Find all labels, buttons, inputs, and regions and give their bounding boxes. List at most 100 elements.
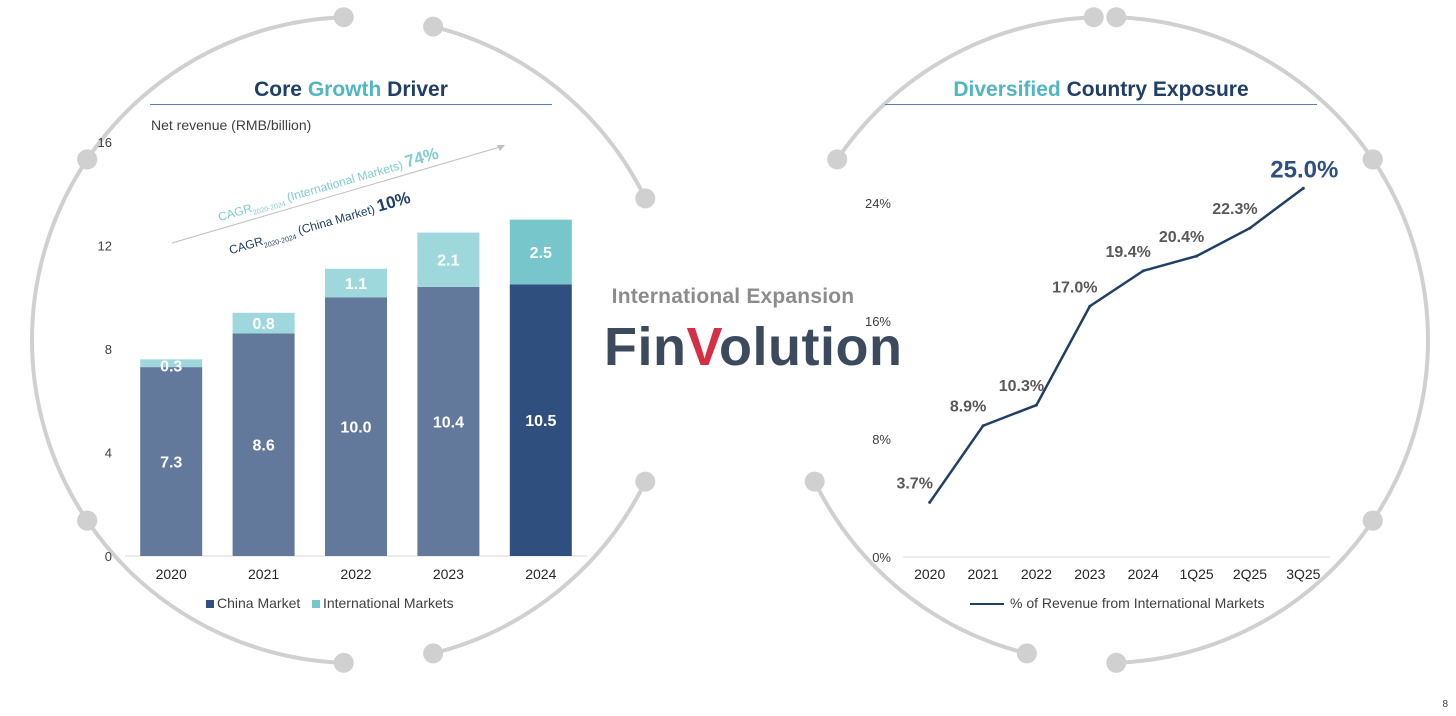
x-tick-label: 2020 [914, 566, 945, 582]
page-number: 8 [1442, 699, 1448, 710]
line-chart-legend: % of Revenue from International Markets [970, 595, 1264, 611]
series-line [928, 187, 1305, 504]
x-tick-label: 2023 [433, 566, 464, 582]
left-chart-title: Core Growth Driver [150, 76, 552, 105]
ring-arc [1371, 158, 1431, 522]
ring-arc [85, 519, 344, 665]
bar-china-2023 [417, 286, 480, 556]
legend-label-china: China Market [217, 595, 301, 611]
legend-swatch-international [311, 600, 320, 609]
data-label-china: 10.5 [525, 413, 556, 430]
ring-node [333, 652, 354, 673]
data-label: 17.0% [1052, 279, 1097, 296]
ring-node [423, 643, 444, 664]
ring-node [804, 471, 825, 492]
y-tick-label: 0 [105, 549, 112, 564]
x-tick-label: 2022 [1021, 566, 1052, 582]
x-tick-label: 2024 [525, 566, 556, 582]
data-point [1301, 186, 1305, 190]
bar-china-2022 [325, 297, 387, 556]
data-label-international: 1.1 [345, 276, 367, 293]
ring-arc [432, 480, 648, 656]
data-point [1034, 403, 1038, 407]
bar-international-2022 [325, 268, 387, 298]
left-chart-ylabel: Net revenue (RMB/billion) [151, 117, 312, 133]
data-label-china: 10.4 [433, 414, 464, 431]
data-label: 19.4% [1106, 244, 1151, 261]
y-tick-label: 0% [872, 550, 891, 565]
y-tick-label: 12 [98, 239, 112, 254]
center-tagline: International Expansion [611, 285, 855, 308]
ring-node [827, 149, 848, 170]
data-label-china: 7.3 [160, 455, 182, 472]
data-label: 20.4% [1159, 229, 1204, 246]
x-tick-label: 2021 [967, 566, 998, 582]
x-tick-label: 1Q25 [1179, 566, 1213, 582]
ring-node [1083, 7, 1104, 28]
ring-node [1106, 652, 1127, 673]
title-word-1: Core [254, 78, 302, 101]
title-word-1: Diversified [953, 78, 1061, 101]
data-label: 25.0% [1270, 156, 1338, 183]
title-word-3: Driver [387, 78, 448, 101]
x-tick-label: 2024 [1128, 566, 1159, 582]
bar-chart-legend: China Market International Markets [206, 595, 454, 611]
ring-node [1362, 149, 1383, 170]
data-label-international: 2.1 [437, 253, 459, 270]
bar-china-2021 [232, 333, 295, 556]
cagr-arrow-head [497, 145, 505, 151]
data-label-international: 0.3 [160, 358, 182, 375]
ring-arc [85, 15, 344, 161]
y-tick-label: 16 [98, 135, 112, 150]
y-tick-label: 24% [865, 196, 891, 211]
ring-node [635, 471, 656, 492]
y-tick-label: 8 [105, 342, 112, 357]
x-tick-label: 2020 [156, 566, 187, 582]
data-label-china: 8.6 [252, 438, 274, 455]
y-tick-label: 16% [865, 314, 891, 329]
y-tick-label: 8% [872, 432, 891, 447]
logo-text-2: olution [719, 317, 903, 377]
data-label: 22.3% [1212, 201, 1257, 218]
x-tick-label: 3Q25 [1286, 566, 1320, 582]
ring-node [1016, 643, 1037, 664]
title-word-2: Growth [307, 78, 382, 101]
legend-label-international: International Markets [322, 595, 454, 611]
ring-arc [812, 480, 1028, 656]
legend-swatch-china [206, 600, 214, 609]
x-tick-label: 2Q25 [1233, 566, 1267, 582]
data-label-international: 0.8 [252, 316, 274, 333]
bar-china-2024 [509, 284, 572, 556]
bar-international-2021 [232, 312, 295, 334]
ring-node [77, 510, 98, 531]
legend-line-swatch [970, 603, 1004, 606]
bar-china-2020 [140, 367, 203, 556]
data-point [1141, 269, 1145, 273]
ring-arc [432, 24, 648, 200]
data-point [928, 500, 932, 504]
ring-arc [1116, 519, 1375, 665]
data-point [1248, 226, 1252, 230]
data-point [981, 424, 985, 428]
cagr-arrow-line [171, 146, 501, 244]
data-point [1195, 254, 1199, 258]
data-label: 3.7% [896, 475, 932, 492]
y-tick-label: 4 [105, 446, 112, 461]
ring-node [423, 16, 444, 37]
finvolution-logo: FinVolution [604, 316, 902, 378]
bar-international-2020 [140, 359, 203, 368]
data-label: 8.9% [950, 399, 986, 416]
bar-international-2023 [417, 232, 480, 287]
x-tick-label: 2023 [1074, 566, 1105, 582]
legend-label-line: % of Revenue from International Markets [1010, 595, 1265, 611]
ring-arc [30, 158, 89, 522]
bar-international-2024 [509, 219, 572, 285]
x-tick-label: 2022 [340, 566, 371, 582]
ring-node [1106, 7, 1127, 28]
ring-node [635, 188, 656, 209]
data-label-china: 10.0 [340, 420, 371, 437]
data-point [1088, 304, 1092, 308]
ring-node [77, 149, 98, 170]
